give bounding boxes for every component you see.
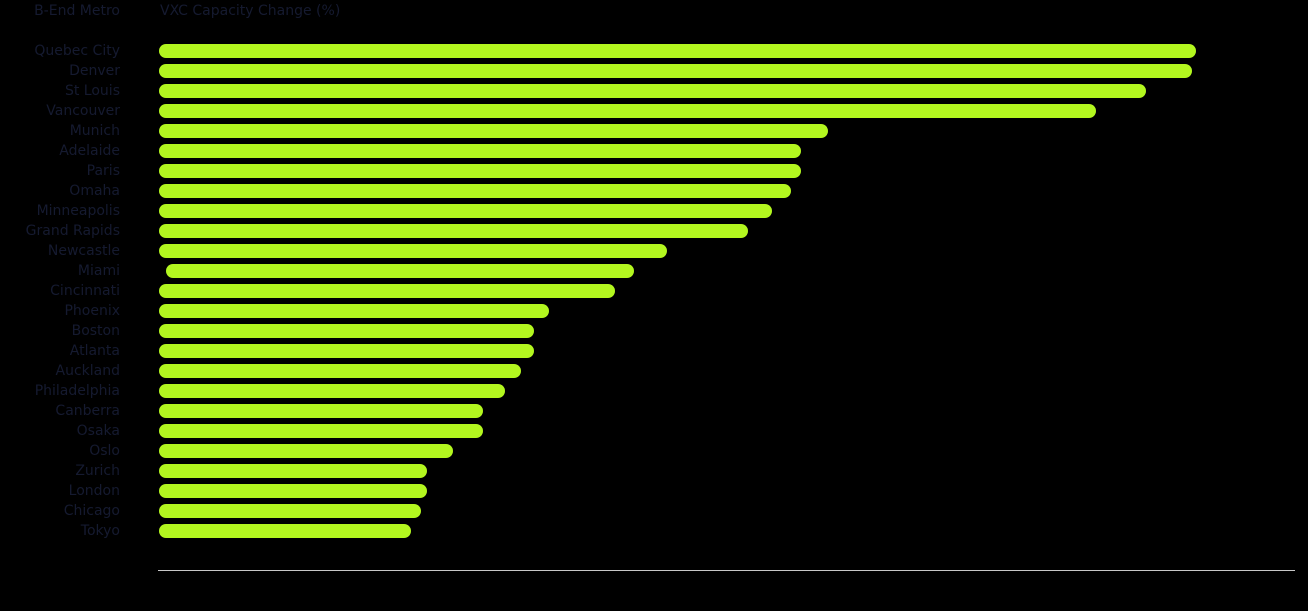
bar[interactable] bbox=[159, 44, 1196, 58]
bar[interactable] bbox=[159, 184, 791, 198]
bar[interactable] bbox=[159, 244, 667, 258]
bar-row: Paris bbox=[0, 161, 1308, 181]
bar[interactable] bbox=[159, 464, 427, 478]
bar[interactable] bbox=[159, 424, 483, 438]
bar-row: Newcastle bbox=[0, 241, 1308, 261]
bar-row: Auckland bbox=[0, 361, 1308, 381]
value-axis-title: VXC Capacity Change (%) bbox=[160, 3, 341, 19]
category-label: Munich bbox=[69, 123, 120, 139]
bar[interactable] bbox=[159, 504, 421, 518]
category-label: Omaha bbox=[69, 183, 120, 199]
bar-row: Philadelphia bbox=[0, 381, 1308, 401]
bar[interactable] bbox=[159, 224, 748, 238]
bar-row: Zurich bbox=[0, 461, 1308, 481]
category-label: Tokyo bbox=[80, 523, 120, 539]
category-label: Vancouver bbox=[46, 103, 120, 119]
bar-row: Adelaide bbox=[0, 141, 1308, 161]
category-label: Miami bbox=[77, 263, 120, 279]
category-label: Auckland bbox=[55, 363, 120, 379]
bar-row: Chicago bbox=[0, 501, 1308, 521]
bar-row: Miami bbox=[0, 261, 1308, 281]
category-label: Philadelphia bbox=[34, 383, 120, 399]
bar-row: Munich bbox=[0, 121, 1308, 141]
category-label: Oslo bbox=[89, 443, 120, 459]
bar-row: Oslo bbox=[0, 441, 1308, 461]
bar-row: Tokyo bbox=[0, 521, 1308, 541]
category-label: Atlanta bbox=[69, 343, 120, 359]
category-label: Paris bbox=[86, 163, 120, 179]
category-label: Phoenix bbox=[64, 303, 120, 319]
category-label: London bbox=[68, 483, 120, 499]
category-label: Chicago bbox=[63, 503, 120, 519]
bar-row: Cincinnati bbox=[0, 281, 1308, 301]
bar[interactable] bbox=[159, 164, 801, 178]
category-label: Newcastle bbox=[47, 243, 120, 259]
category-label: Boston bbox=[71, 323, 120, 339]
bar-row: Phoenix bbox=[0, 301, 1308, 321]
bar-row: Osaka bbox=[0, 421, 1308, 441]
category-label: Quebec City bbox=[34, 43, 120, 59]
bar[interactable] bbox=[159, 384, 505, 398]
bar[interactable] bbox=[159, 344, 534, 358]
bar[interactable] bbox=[159, 524, 411, 538]
category-label: St Louis bbox=[64, 83, 120, 99]
category-label: Adelaide bbox=[59, 143, 120, 159]
bar-row: Canberra bbox=[0, 401, 1308, 421]
bar-row: Minneapolis bbox=[0, 201, 1308, 221]
category-label: Cincinnati bbox=[50, 283, 120, 299]
bar[interactable] bbox=[159, 364, 521, 378]
bar-row: Boston bbox=[0, 321, 1308, 341]
bar-row: Denver bbox=[0, 61, 1308, 81]
category-label: Minneapolis bbox=[36, 203, 120, 219]
bar-row: St Louis bbox=[0, 81, 1308, 101]
bar[interactable] bbox=[159, 144, 801, 158]
category-label: Denver bbox=[69, 63, 120, 79]
bar[interactable] bbox=[159, 204, 772, 218]
bar[interactable] bbox=[159, 324, 534, 338]
bar[interactable] bbox=[166, 264, 634, 278]
bar[interactable] bbox=[159, 104, 1096, 118]
x-axis-line bbox=[158, 570, 1295, 571]
category-label: Zurich bbox=[75, 463, 120, 479]
bar-row: London bbox=[0, 481, 1308, 501]
category-label: Canberra bbox=[55, 403, 120, 419]
bar-chart: Quebec City Denver St Louis Vancouver Munich… bbox=[0, 41, 1308, 541]
bar[interactable] bbox=[159, 304, 549, 318]
bar[interactable] bbox=[159, 284, 615, 298]
bar[interactable] bbox=[159, 404, 483, 418]
category-axis-title: B-End Metro bbox=[34, 3, 120, 19]
bar[interactable] bbox=[159, 64, 1192, 78]
bar[interactable] bbox=[159, 484, 427, 498]
bar-row: Vancouver bbox=[0, 101, 1308, 121]
bar-row: Quebec City bbox=[0, 41, 1308, 61]
bar-row: Atlanta bbox=[0, 341, 1308, 361]
category-label: Osaka bbox=[76, 423, 120, 439]
category-label: Grand Rapids bbox=[25, 223, 120, 239]
bar-row: Omaha bbox=[0, 181, 1308, 201]
bar[interactable] bbox=[159, 124, 828, 138]
bar[interactable] bbox=[159, 84, 1146, 98]
bar[interactable] bbox=[159, 444, 453, 458]
bar-row: Grand Rapids bbox=[0, 221, 1308, 241]
